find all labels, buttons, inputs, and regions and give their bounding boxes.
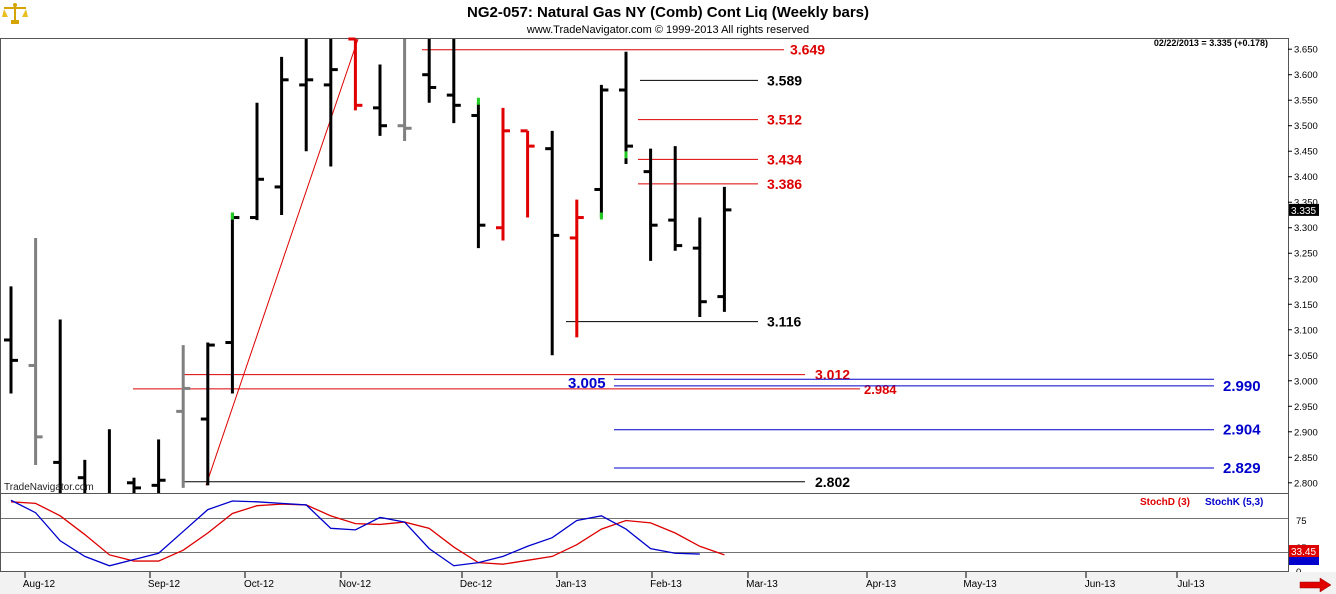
price-bar (643, 148, 658, 261)
price-tick-label: 3.200 (1294, 274, 1318, 285)
level-lines: 3.649 3.589 3.512 3.434 3.386 3.116 3.012 3.005… (133, 42, 1261, 490)
price-bar (717, 186, 732, 312)
price-bar (422, 39, 437, 103)
price-bar (225, 212, 240, 394)
price-bar (250, 102, 264, 221)
arrow-right-icon[interactable] (1299, 577, 1332, 593)
price-tick-label: 2.950 (1294, 402, 1318, 413)
price-tick-label: 3.150 (1294, 300, 1318, 311)
price-tick-label: 3.500 (1294, 121, 1318, 132)
price-tick-label: 3.300 (1294, 223, 1318, 234)
price-tick-label: 3.350 (1294, 198, 1318, 209)
last-price-label: 3.335 (1291, 206, 1316, 217)
price-tick-label: 3.100 (1294, 325, 1318, 336)
price-tick-label: 3.250 (1294, 249, 1318, 260)
price-bar (151, 439, 166, 493)
watermark: TradeNavigator.com (4, 482, 94, 493)
level-label: 2.990 (1223, 378, 1261, 395)
time-tick-label: Jan-13 (556, 579, 587, 590)
price-bar (545, 130, 560, 356)
time-tick-label: Oct-12 (244, 579, 274, 590)
price-panel-frame (0, 38, 1289, 494)
time-tick-label: Mar-13 (746, 579, 778, 590)
time-tick-label: Apr-13 (866, 579, 896, 590)
level-label: 3.005 (568, 375, 606, 392)
time-tick-label: Feb-13 (650, 579, 682, 590)
time-tick-label: Jun-13 (1085, 579, 1116, 590)
price-bar (569, 199, 584, 338)
price-tick-label: 2.850 (1294, 453, 1318, 464)
price-tick-label: 3.450 (1294, 147, 1318, 158)
time-tick-label: Sep-12 (148, 579, 181, 590)
osc-tick-label: 75 (1296, 516, 1307, 527)
chart-title: NG2-057: Natural Gas NY (Comb) Cont Liq … (467, 4, 869, 21)
last-price-marker: 3.335 (1289, 203, 1319, 217)
price-axis: 3.650 3.600 3.550 3.500 3.450 3.400 3.350 3.300… (1288, 45, 1318, 489)
price-tick-label: 2.900 (1294, 427, 1318, 438)
price-bar (176, 345, 191, 488)
oscillator-value-marker: 33.45 (1289, 545, 1319, 565)
time-tick-label: Nov-12 (339, 579, 372, 590)
price-bar (28, 237, 43, 465)
price-tick-label: 3.400 (1294, 172, 1318, 183)
time-tick-label: Jul-13 (1177, 579, 1205, 590)
price-bar (692, 217, 707, 318)
price-bar (53, 319, 62, 493)
time-tick-label: Aug-12 (23, 579, 56, 590)
price-tick-label: 3.000 (1294, 376, 1318, 387)
level-label: 3.386 (767, 176, 802, 192)
price-bar (520, 129, 535, 218)
stochd-legend: StochD (3) (1140, 497, 1190, 508)
price-bar (323, 39, 338, 167)
price-tick-label: 3.650 (1294, 45, 1318, 56)
price-bar (496, 107, 510, 241)
last-price-readout: 02/22/2013 = 3.335 (+0.178) (1154, 38, 1268, 48)
price-bar (200, 342, 215, 486)
oscillator-panel-frame (0, 493, 1289, 572)
stochk-legend: StochK (5,3) (1205, 497, 1263, 508)
trend-line-segment (205, 38, 359, 486)
price-bar (4, 286, 18, 394)
price-bar (594, 84, 609, 218)
level-label: 2.984 (864, 382, 897, 397)
level-label: 2.802 (815, 474, 850, 490)
trend-line (205, 38, 359, 486)
price-bar (127, 477, 141, 493)
price-tick-label: 3.600 (1294, 70, 1318, 81)
price-bar (471, 102, 486, 249)
price-bar (299, 39, 314, 152)
stochk-line (10, 499, 700, 567)
price-bars (4, 37, 732, 493)
price-bar (619, 51, 633, 164)
time-axis-bg (0, 572, 1336, 594)
level-label: 3.512 (767, 112, 802, 128)
time-tick-label: Dec-12 (460, 579, 493, 590)
price-bar (77, 459, 87, 493)
stochd-line (10, 501, 725, 565)
price-bar (274, 56, 289, 215)
price-bar (373, 64, 387, 136)
price-bar (348, 37, 363, 111)
oscillator-value-label: 33.45 (1291, 547, 1316, 558)
level-label: 3.012 (815, 367, 850, 383)
price-tick-label: 3.050 (1294, 351, 1318, 362)
price-tick-label: 3.550 (1294, 96, 1318, 107)
level-label: 3.434 (767, 151, 802, 167)
time-tick-label: May-13 (963, 579, 997, 590)
level-label: 2.829 (1223, 460, 1261, 477)
level-label: 2.904 (1223, 422, 1261, 439)
level-label: 3.116 (767, 314, 801, 330)
scales-icon (2, 3, 28, 24)
copyright-notice: www.TradeNavigator.com © 1999-2013 All r… (526, 24, 809, 36)
price-bar (446, 39, 461, 124)
level-label: 3.589 (767, 72, 802, 88)
stochastic-panel (0, 499, 1288, 567)
price-tick-label: 2.800 (1294, 478, 1318, 489)
level-label: 3.649 (790, 42, 825, 58)
price-bar (397, 39, 412, 142)
time-axis: Aug-12 Sep-12 Oct-12 Nov-12 Dec-12 Jan-13 Feb-… (23, 572, 1205, 590)
price-bar (668, 146, 683, 251)
